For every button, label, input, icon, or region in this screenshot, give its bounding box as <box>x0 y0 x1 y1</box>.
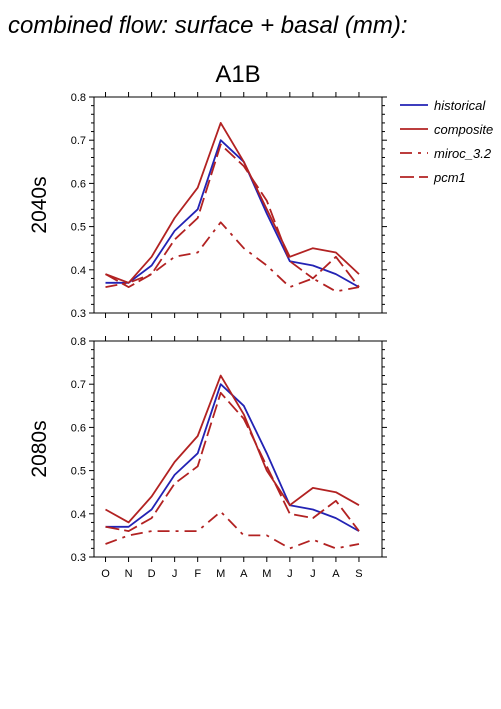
chart-panels: 0.30.40.50.60.70.82040s0.30.40.50.60.70.… <box>28 92 387 580</box>
series-line-pcm1 <box>105 143 360 289</box>
legend-label: pcm1 <box>433 170 466 185</box>
x-tick-label: J <box>310 568 316 580</box>
panel-2080s: 0.3 0.4 0.5 0.6 0.7 0.8 O N D J F M A M J J A S 2080s <box>28 336 387 580</box>
legend: historical composite miroc_3.2 pcm1 <box>400 98 493 185</box>
y-tick-label: 0.8 <box>71 92 86 104</box>
legend-label: composite <box>434 122 493 137</box>
series-line-pcm1 <box>105 391 360 532</box>
series-line-historical <box>105 139 360 288</box>
x-tick-label: F <box>194 568 201 580</box>
x-tick-label: J <box>172 568 178 580</box>
x-tick-label: A <box>240 568 248 580</box>
y-tick-label: 0.5 <box>71 466 86 478</box>
y-tick-label: 0.4 <box>71 265 86 277</box>
legend-label: historical <box>434 98 486 113</box>
x-tick-label: O <box>101 568 110 580</box>
x-tick-label: J <box>287 568 293 580</box>
plot-frame <box>93 96 383 314</box>
legend-label: miroc_3.2 <box>434 146 492 161</box>
x-tick-label: S <box>355 568 362 580</box>
y-tick-label: 0.3 <box>71 308 86 320</box>
x-tick-label: A <box>332 568 340 580</box>
plot-frame <box>93 340 383 558</box>
x-tick-label: D <box>148 568 156 580</box>
series-line-miroc-3-2 <box>105 221 360 293</box>
y-tick-label: 0.7 <box>71 379 86 391</box>
series-line-miroc-3-2 <box>105 510 360 550</box>
panel-label: 2080s <box>28 420 51 477</box>
y-tick-label: 0.6 <box>71 178 86 190</box>
x-tick-label: N <box>125 568 133 580</box>
y-tick-label: 0.8 <box>71 336 86 348</box>
figure-subtitle: A1B <box>215 61 260 88</box>
panel-2040s: 0.3 0.4 0.5 0.6 0.7 0.8 2040s <box>28 92 387 320</box>
y-tick-label: 0.7 <box>71 135 86 147</box>
series-line-composite <box>105 122 360 284</box>
x-tick-label: M <box>216 568 225 580</box>
series-line-composite <box>105 374 360 524</box>
y-tick-label: 0.3 <box>71 552 86 564</box>
figure-title: combined flow: surface + basal (mm): <box>8 12 407 39</box>
y-tick-label: 0.6 <box>71 422 86 434</box>
y-tick-label: 0.5 <box>71 222 86 234</box>
panel-label: 2040s <box>28 176 51 233</box>
x-tick-label: M <box>262 568 271 580</box>
y-tick-label: 0.4 <box>71 509 86 521</box>
